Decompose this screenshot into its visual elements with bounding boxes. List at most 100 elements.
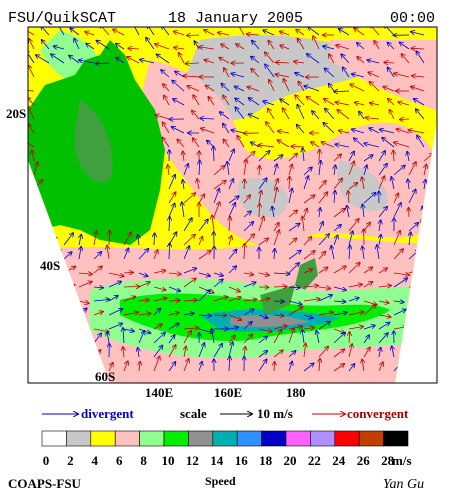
wind-arrow [423,314,437,319]
wind-arrow [258,298,270,301]
wind-arrow [333,154,341,162]
wind-arrow [198,272,210,276]
wind-arrow [221,84,230,92]
wind-arrow [273,273,290,274]
wind-arrow [78,329,86,344]
lon-label: 180 [286,385,306,400]
wind-arrow [128,48,140,49]
wind-arrow [28,106,35,120]
wind-arrow [311,142,320,148]
wind-arrow [393,249,403,260]
wind-arrow [275,74,290,77]
wind-arrow [228,266,236,274]
colorbar-label: 2 [67,453,74,468]
wind-arrow [198,219,208,232]
wind-arrow [265,64,275,78]
wind-arrow [363,282,372,288]
wind-arrow [348,183,357,190]
wind-arrow [393,278,407,288]
wind-arrow [138,331,144,344]
wind-arrow [318,267,328,274]
wind-arrow [348,326,363,329]
wind-arrow [288,328,294,344]
wind-arrow [379,235,381,246]
wind-arrow [363,347,370,358]
wind-arrow [318,252,325,260]
wind-arrow [107,245,109,260]
wind-arrow [94,231,96,246]
wind-arrow [213,279,223,288]
wind-arrow [409,362,411,372]
wind-arrow [273,315,284,316]
footer-right: Yan Gu [383,477,424,492]
wind-arrow [297,105,305,120]
wind-arrow [108,272,124,276]
colorbar-label: 8 [140,453,147,468]
wind-arrow [333,178,342,190]
wind-arrow [249,114,260,120]
wind-arrow [387,43,395,50]
wind-arrow [204,60,215,64]
wind-arrow [333,235,338,246]
wind-arrow [319,208,320,218]
wind-arrow [79,247,81,260]
wind-arrow [423,364,431,372]
wind-arrow [288,238,297,246]
wind-arrow [138,282,150,288]
wind-arrow [163,84,170,92]
wind-arrow [161,70,170,78]
wind-arrow [297,39,305,50]
wind-arrow [212,215,214,232]
wind-arrow [396,129,410,134]
wind-arrow [303,251,315,260]
wind-arrow [303,363,314,372]
wind-arrow [185,63,200,64]
wind-arrow [365,118,380,119]
wind-arrow [408,329,418,332]
wind-arrow [392,346,394,358]
colorbar-cell [285,430,311,447]
wind-arrow [362,177,364,190]
wind-arrow [318,322,330,330]
wind-arrow [306,97,320,106]
wind-arrow [354,138,365,148]
wind-arrow [163,122,170,134]
wind-arrow [265,52,275,64]
wind-arrow [409,232,411,246]
wind-arrow [174,48,185,49]
wind-arrow [421,219,424,232]
wind-arrow [78,273,92,274]
wind-arrow [243,309,254,316]
wind-arrow [198,237,202,246]
wind-arrow [291,146,305,147]
wind-arrow [398,102,410,106]
wind-arrow [198,343,204,358]
wind-arrow [411,32,425,36]
wind-arrow [408,329,412,344]
wind-arrow [316,331,319,344]
wind-arrow [393,151,394,162]
wind-arrow [116,58,125,64]
wind-arrow [138,348,139,358]
wind-arrow [277,140,290,148]
colorbar-label: 4 [92,453,99,468]
wind-arrow [247,34,260,35]
wind-arrow [93,287,103,288]
wind-arrow [168,165,169,176]
wind-arrow [249,98,260,106]
wind-arrow [412,76,425,77]
wind-arrow [123,248,128,260]
legend-scale-value: 10 m/s [257,406,293,421]
wind-arrow [123,347,124,358]
wind-arrow [93,266,102,274]
wind-arrow [350,84,365,92]
wind-arrow [228,314,241,320]
wind-arrow [273,286,287,287]
wind-arrow [79,348,81,358]
wind-arrow [168,175,175,190]
wind-arrow [63,252,72,260]
wind-arrow [288,351,296,358]
colorbar-cell [261,430,287,447]
wind-arrow [169,243,170,260]
wind-arrow [168,345,176,358]
